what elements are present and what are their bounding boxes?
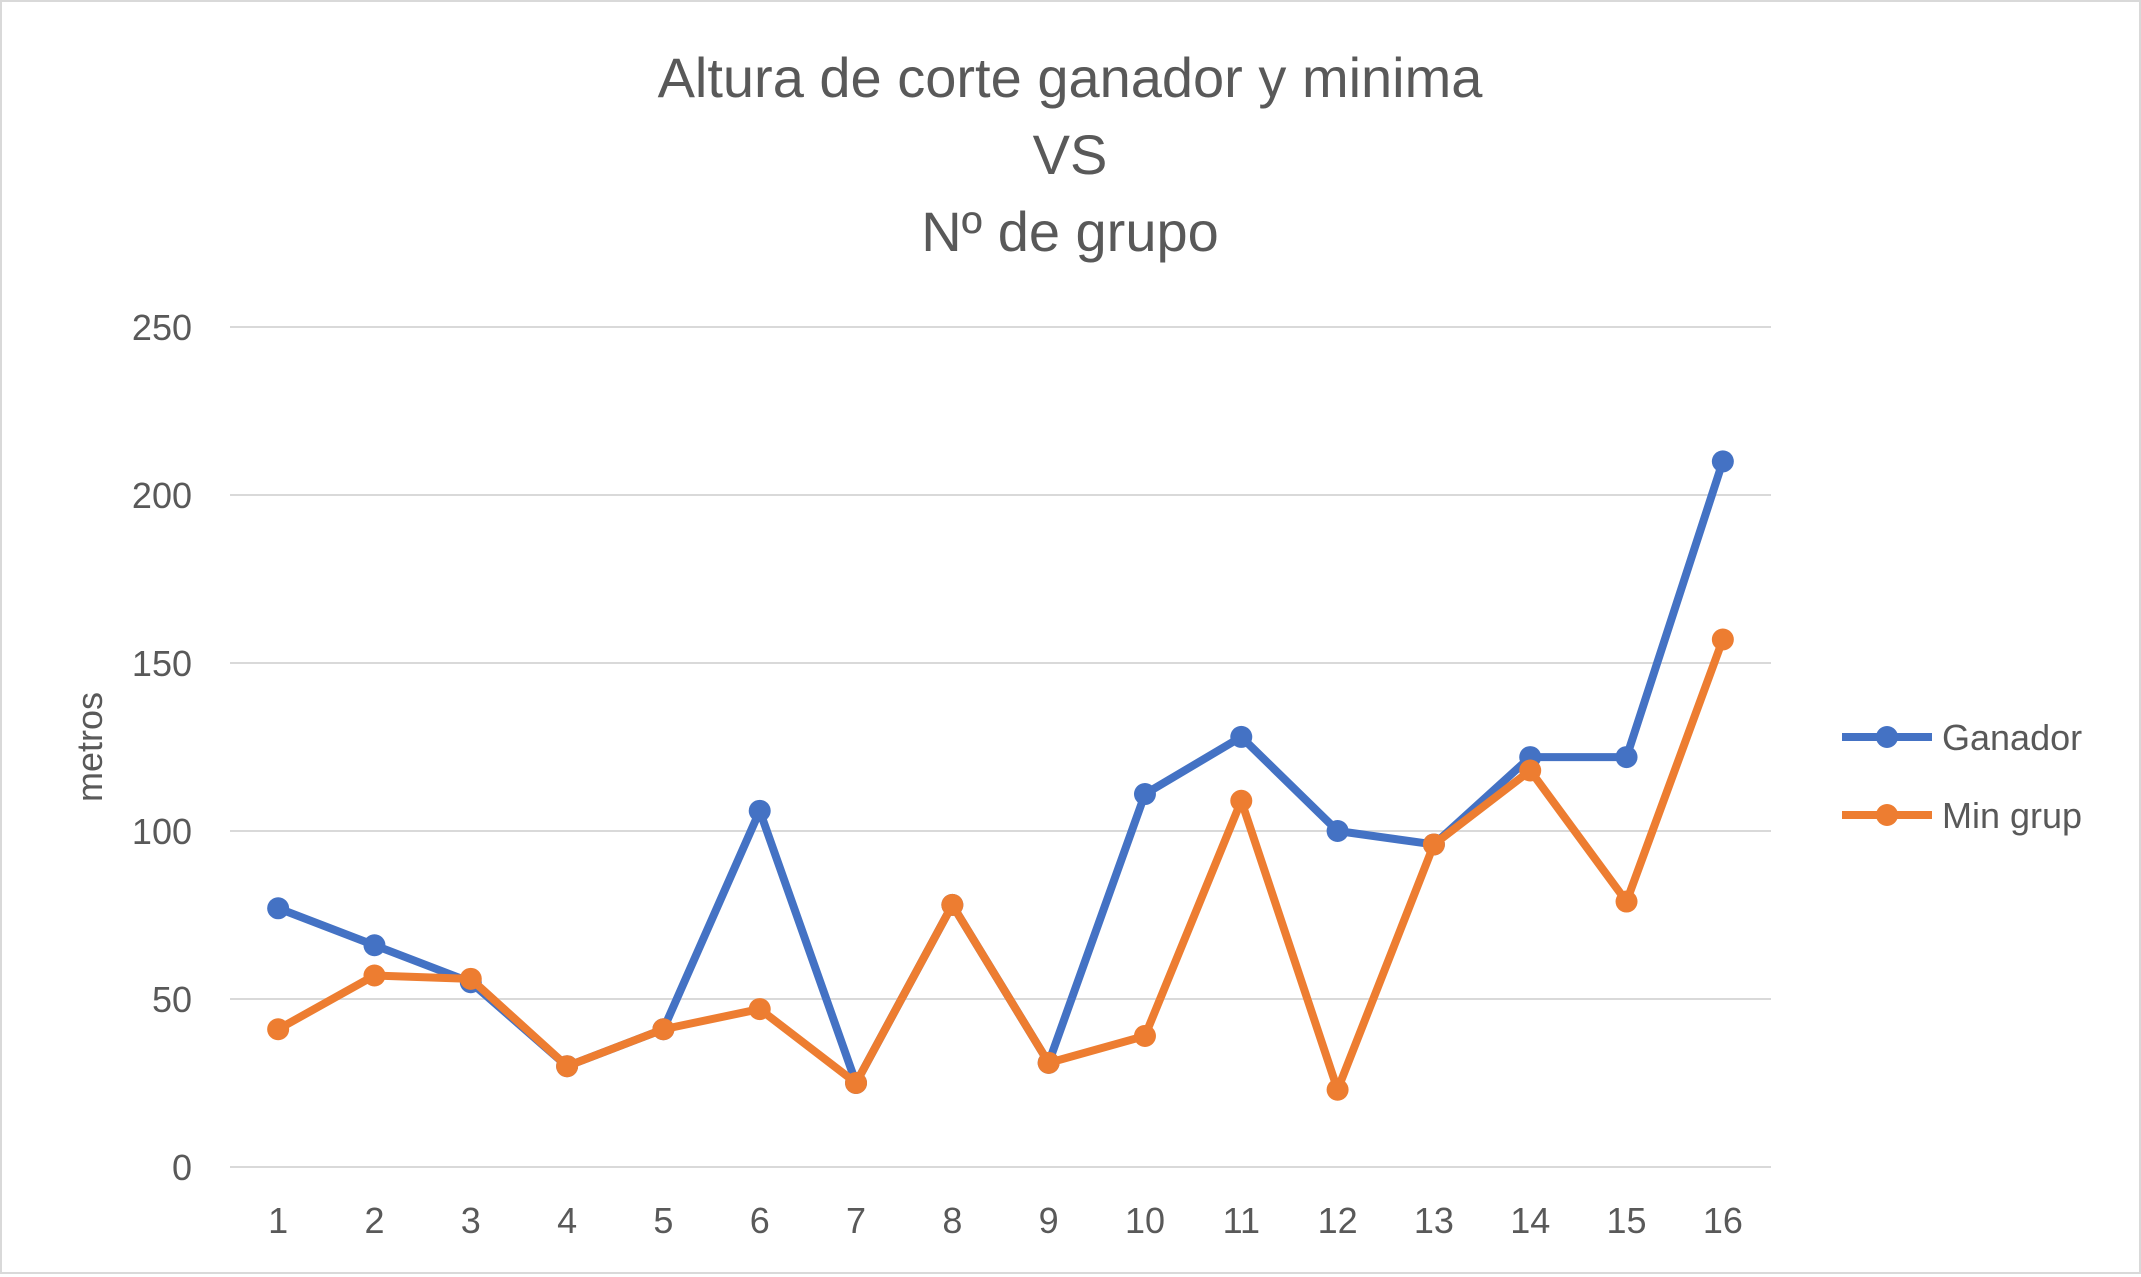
series-line (274, 635, 1727, 1094)
data-point (556, 1055, 579, 1078)
y-tick-labels: 0 50 100 150 200 250 (132, 307, 192, 1188)
y-tick-label: 100 (132, 811, 192, 852)
series-2 (267, 628, 1734, 1101)
data-point (267, 1018, 290, 1041)
y-tick-label: 50 (152, 979, 192, 1020)
chart-title-line-3: Nº de grupo (921, 200, 1219, 263)
chart-title-line-1: Altura de corte ganador y minima (658, 46, 1484, 109)
data-point (1615, 746, 1638, 769)
x-tick-label: 12 (1318, 1200, 1358, 1241)
data-point (1519, 759, 1542, 782)
x-tick-label: 1 (268, 1200, 288, 1241)
y-tick-label: 150 (132, 643, 192, 684)
x-tick-label: 16 (1703, 1200, 1743, 1241)
legend-marker (1876, 804, 1898, 826)
data-point (941, 893, 964, 916)
data-point (1230, 725, 1253, 748)
data-point (1133, 783, 1156, 806)
series-lines (267, 450, 1734, 1101)
x-tick-label: 6 (750, 1200, 770, 1241)
x-tick-label: 15 (1607, 1200, 1647, 1241)
data-point (363, 964, 386, 987)
x-tick-label: 3 (461, 1200, 481, 1241)
data-point (748, 799, 771, 822)
data-point (1615, 890, 1638, 913)
x-tick-label: 2 (364, 1200, 384, 1241)
x-tick-label: 8 (942, 1200, 962, 1241)
x-tick-label: 4 (557, 1200, 577, 1241)
data-point (267, 897, 290, 920)
data-point (845, 1072, 868, 1094)
data-point (1326, 1078, 1349, 1101)
x-tick-label: 7 (846, 1200, 866, 1241)
x-tick-label: 5 (653, 1200, 673, 1241)
data-point (459, 967, 482, 990)
legend-item: Min grup (1842, 795, 2082, 836)
y-axis-label: metros (69, 692, 110, 802)
x-tick-label: 13 (1414, 1200, 1454, 1241)
legend-label: Min grup (1942, 795, 2082, 836)
y-tick-label: 250 (132, 307, 192, 348)
gridlines (230, 326, 1771, 1168)
x-tick-label: 11 (1223, 1200, 1260, 1241)
data-point (748, 998, 771, 1021)
data-point (652, 1018, 675, 1041)
chart-title: Altura de corte ganador y minima VS Nº d… (658, 46, 1484, 263)
legend: Ganador Min grup (1842, 717, 2082, 836)
x-tick-labels: 1 2 3 4 5 6 7 8 9 10 11 12 13 14 15 16 (268, 1200, 1743, 1241)
y-tick-label: 200 (132, 475, 192, 516)
data-point (1711, 450, 1734, 473)
data-point (1230, 789, 1253, 812)
data-point (1326, 820, 1349, 842)
y-tick-label: 0 (172, 1147, 192, 1188)
x-tick-label: 14 (1510, 1200, 1550, 1241)
data-point (1422, 833, 1445, 856)
x-tick-label: 10 (1125, 1200, 1165, 1241)
data-point (1133, 1024, 1156, 1047)
data-point (1037, 1051, 1060, 1074)
chart-title-line-2: VS (1033, 123, 1108, 186)
data-point (1711, 628, 1734, 651)
x-tick-label: 9 (1039, 1200, 1059, 1241)
data-point (363, 934, 386, 957)
legend-item: Ganador (1842, 717, 2082, 758)
legend-label: Ganador (1942, 717, 2082, 758)
legend-marker (1876, 726, 1898, 748)
